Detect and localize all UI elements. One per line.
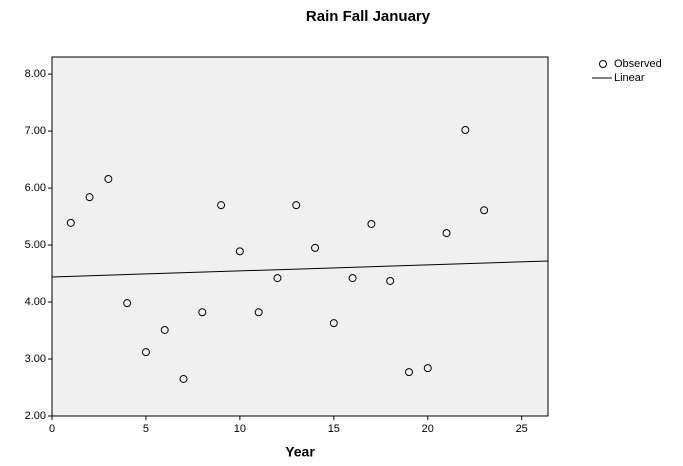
data-point bbox=[386, 276, 395, 285]
data-point bbox=[329, 319, 338, 328]
legend-label: Observed bbox=[614, 58, 662, 70]
x-tick-label: 0 bbox=[49, 423, 55, 435]
data-point bbox=[461, 125, 470, 134]
y-tick-label: 7.00 bbox=[25, 125, 46, 137]
data-point bbox=[104, 174, 113, 183]
data-point bbox=[141, 348, 150, 357]
data-point bbox=[292, 201, 301, 210]
legend-label: Linear bbox=[614, 72, 645, 84]
data-point bbox=[235, 247, 244, 256]
x-axis-label: Year bbox=[285, 444, 315, 460]
data-point bbox=[348, 274, 357, 283]
y-tick-label: 2.00 bbox=[25, 410, 46, 422]
data-point bbox=[85, 193, 94, 202]
y-tick-label: 4.00 bbox=[25, 296, 46, 308]
data-point bbox=[423, 364, 432, 373]
data-point bbox=[480, 206, 489, 215]
data-point bbox=[273, 274, 282, 283]
data-point bbox=[367, 219, 376, 228]
data-point bbox=[198, 308, 207, 317]
x-tick-label: 25 bbox=[516, 423, 528, 435]
plot-area bbox=[51, 56, 549, 417]
data-point bbox=[217, 201, 226, 210]
data-point bbox=[254, 308, 263, 317]
chart-title: Rain Fall January bbox=[306, 8, 431, 25]
data-point bbox=[160, 325, 169, 334]
x-tick-label: 15 bbox=[328, 423, 340, 435]
y-tick-label: 8.00 bbox=[25, 68, 46, 80]
fit-line bbox=[51, 260, 549, 278]
y-tick-label: 5.00 bbox=[25, 239, 46, 251]
y-tick-label: 3.00 bbox=[25, 353, 46, 365]
data-point bbox=[179, 374, 188, 383]
x-tick-label: 10 bbox=[234, 423, 246, 435]
x-tick-label: 20 bbox=[422, 423, 434, 435]
data-point bbox=[404, 368, 413, 377]
x-tick-label: 5 bbox=[143, 423, 149, 435]
data-point bbox=[311, 243, 320, 252]
data-point bbox=[442, 229, 451, 238]
y-tick-label: 6.00 bbox=[25, 182, 46, 194]
data-point bbox=[66, 218, 75, 227]
data-point bbox=[123, 299, 132, 308]
legend-marker bbox=[599, 60, 607, 68]
